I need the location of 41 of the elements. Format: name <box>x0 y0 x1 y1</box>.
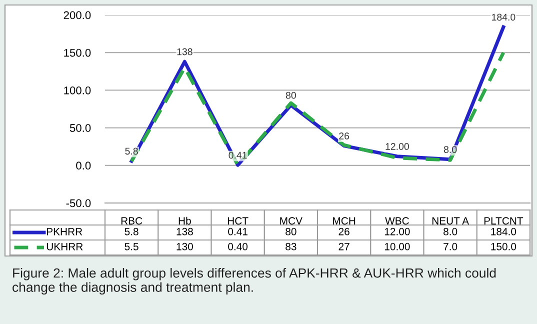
data-label: 80 <box>286 228 296 236</box>
y-tick-label: -50.0 <box>66 199 91 208</box>
x-tick-label: Hb <box>178 216 191 225</box>
text: 12.00 <box>386 143 409 150</box>
text: 5.8 <box>125 148 138 155</box>
x-tick-label: HCT <box>228 217 248 225</box>
text: 80 <box>286 92 296 99</box>
x-tick-label: RBC <box>121 217 142 225</box>
text: 26 <box>339 132 350 140</box>
data-label: 12.00 <box>384 228 410 236</box>
text: 138 <box>177 48 192 56</box>
data-label: 184.0 <box>491 228 516 236</box>
data-label: 7.0 <box>444 242 458 250</box>
legend-label: PKHRR <box>46 228 82 236</box>
x-tick-label: MCV <box>280 217 302 225</box>
data-label: 5.5 <box>124 243 138 250</box>
caption: Figure 2: Male adult group levels differences of APK-HRR & AUK-HRR which could change the diagnosis and treatment plan. <box>12 268 496 295</box>
data-label: 0.41 <box>228 228 248 236</box>
x-tick-label: PLTCNT <box>484 217 524 225</box>
x-tick-label: NEUT A <box>432 217 470 225</box>
data-label: 83 <box>286 242 296 250</box>
text: 184.0 <box>492 14 516 21</box>
data-label: 138 <box>176 228 193 236</box>
data-label: 150.0 <box>491 242 516 250</box>
text: 8.0 <box>444 146 457 153</box>
y-tick-label: 0.0 <box>76 162 91 170</box>
data-label: 26 <box>338 228 350 236</box>
data-label: 130 <box>176 242 193 250</box>
y-tick-label: 100.0 <box>64 86 91 94</box>
data-label: 10.00 <box>384 242 410 250</box>
data-label: 8.0 <box>444 228 458 236</box>
x-tick-label: WBC <box>385 217 409 225</box>
data-label: 5.8 <box>124 228 138 236</box>
data-label: 27 <box>338 242 350 250</box>
y-tick-label: 150.0 <box>64 48 91 57</box>
y-tick-label: 50.0 <box>70 124 91 132</box>
x-tick-label: MCH <box>333 217 356 225</box>
legend-label: UKHRR <box>46 243 83 250</box>
y-tick-label: 200.0 <box>64 11 91 20</box>
text: 0.41 <box>228 152 247 159</box>
data-label: 0.40 <box>228 242 248 250</box>
